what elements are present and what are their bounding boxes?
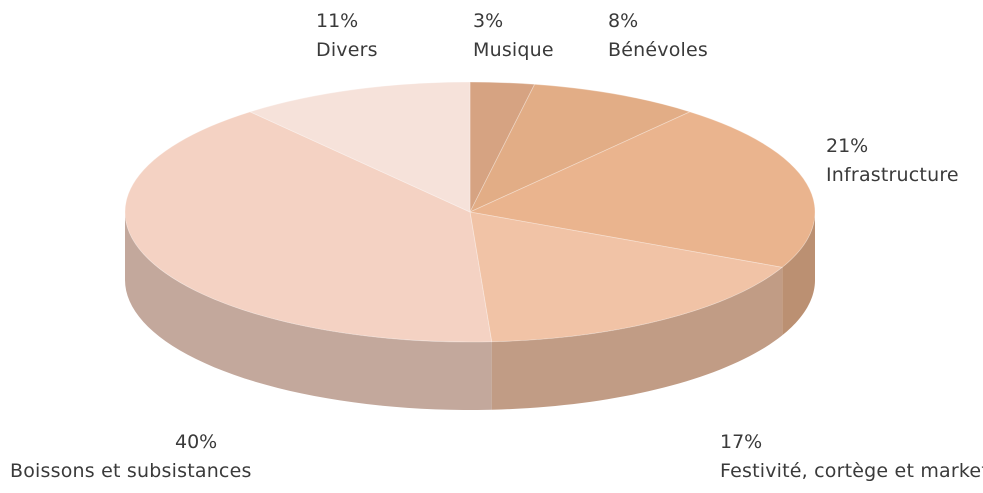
pie-percent-label: 11% <box>316 10 358 32</box>
pie-category-label: Bénévoles <box>608 39 708 61</box>
pie-label-group: 8% Bénévoles <box>608 10 708 61</box>
pie-side-2 <box>782 212 815 336</box>
pie-slice-b-n-voles <box>469 83 692 213</box>
pie-label-group: 3% Musique <box>473 10 554 61</box>
pie-slice-divers <box>248 81 471 213</box>
pie-category-label: Infrastructure <box>826 164 959 186</box>
pie-slice-festivit-cort-ge-et-marketing <box>469 211 784 343</box>
pie-percent-label: 21% <box>826 135 868 157</box>
pie-slice-infrastructure <box>468 111 816 268</box>
pie-label-group: 21% Infrastructure <box>826 135 959 186</box>
pie-side-3 <box>491 267 783 410</box>
pie-category-label: Boissons et subsistances <box>10 460 252 482</box>
pie-label-group: 17% Festivité, cortège et marketing <box>720 431 983 482</box>
pie-side-walls <box>125 212 815 410</box>
pie-percent-label: 17% <box>720 431 762 453</box>
pie-labels: 3% Musique 8% Bénévoles 21% Infrastructure 17%… <box>10 10 983 482</box>
pie-category-label: Festivité, cortège et marketing <box>720 460 983 482</box>
pie-slice-boissons-et-subsistances <box>124 111 493 343</box>
pie-slice-musique <box>469 81 536 213</box>
pie-label-group: 11% Divers <box>316 10 378 61</box>
pie-percent-label: 3% <box>473 10 503 32</box>
pie-percent-label: 40% <box>175 431 217 453</box>
pie-category-label: Musique <box>473 39 554 61</box>
pie-percent-label: 8% <box>608 10 638 32</box>
pie-top-face <box>124 81 816 343</box>
pie-label-group: 40% Boissons et subsistances <box>10 431 252 482</box>
pie-category-label: Divers <box>316 39 378 61</box>
pie-side-4 <box>125 212 492 410</box>
